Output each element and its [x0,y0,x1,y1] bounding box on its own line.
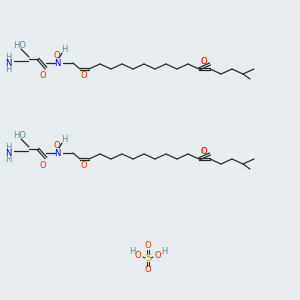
Text: O: O [201,56,207,65]
Text: S: S [145,253,151,263]
Text: H: H [5,52,11,62]
Text: O: O [201,56,207,65]
Text: N: N [54,58,60,68]
Text: H: H [129,248,135,256]
Text: O: O [201,146,207,155]
Text: O: O [54,50,60,59]
Text: O: O [135,250,141,260]
Text: O: O [145,242,151,250]
Text: O: O [40,160,46,169]
Text: O: O [155,250,161,260]
Text: O: O [54,140,60,149]
Text: N: N [5,148,11,158]
Text: H: H [5,142,11,152]
Text: H: H [61,134,67,143]
Text: O: O [145,266,151,274]
Text: H: H [61,44,67,53]
Text: H: H [161,248,167,256]
Text: HO: HO [13,131,26,140]
Text: N: N [54,148,60,158]
Text: O: O [201,146,207,155]
Text: HO: HO [13,41,26,50]
Text: H: H [5,154,11,164]
Text: N: N [5,58,11,68]
Text: O: O [40,70,46,80]
Text: O: O [81,161,87,170]
Text: H: H [5,64,11,74]
Text: O: O [81,71,87,80]
